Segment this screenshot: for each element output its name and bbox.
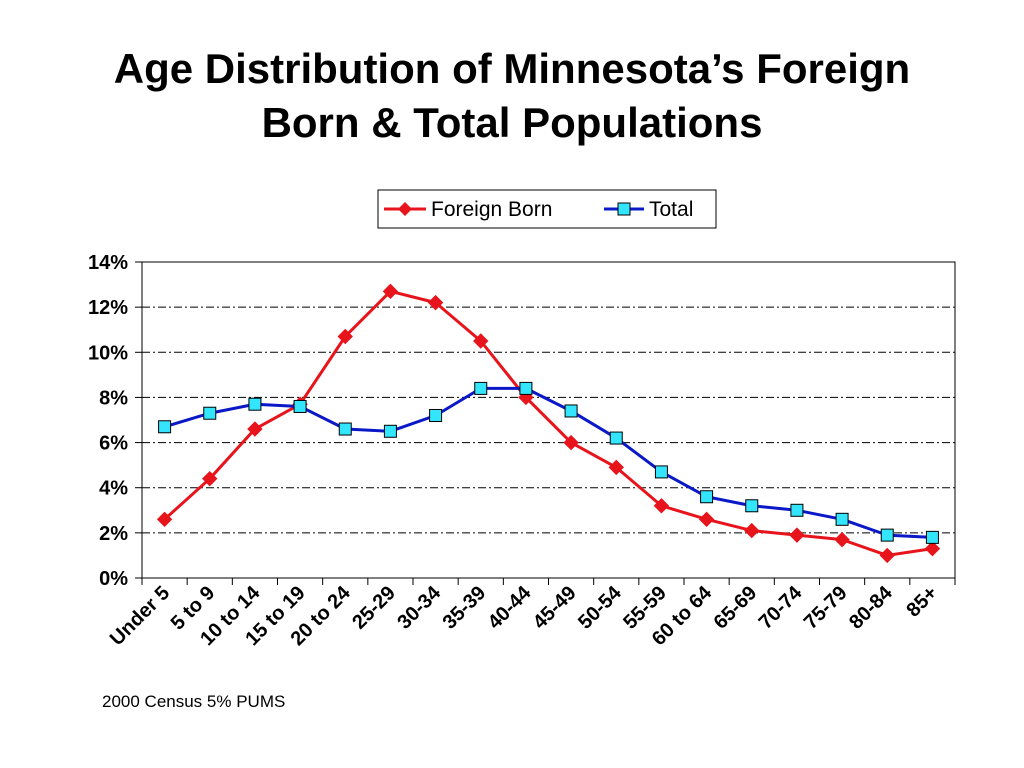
x-tick-label: 35-39: [439, 582, 491, 634]
x-tick-label: 85+: [902, 582, 942, 622]
legend-marker-total: [617, 202, 631, 216]
legend-label-total: Total: [649, 198, 693, 221]
data-point-total: [338, 422, 352, 436]
data-point-total: [880, 528, 894, 542]
x-tick-label: 50-54: [574, 581, 626, 633]
data-point-foreign-born: [744, 522, 760, 539]
y-tick-label: 6%: [99, 433, 128, 455]
x-tick-label: Under 5: [106, 582, 174, 650]
data-point-foreign-born: [473, 333, 489, 349]
data-point-foreign-born: [924, 540, 941, 557]
legend-box: [377, 189, 717, 229]
y-tick-label: 2%: [99, 523, 128, 545]
title-line-1: Age Distribution of Minnesota’s Foreign: [113, 45, 911, 92]
data-point-total: [700, 490, 714, 504]
data-point-foreign-born: [563, 434, 579, 451]
x-tick-label: 30-34: [393, 581, 445, 633]
data-point-foreign-born: [879, 547, 895, 564]
data-point-total: [564, 404, 578, 418]
data-point-foreign-born: [156, 511, 173, 528]
source-note: 2000 Census 5% PUMS: [102, 692, 286, 711]
data-point-total: [519, 381, 533, 395]
data-point-foreign-born: [698, 511, 715, 528]
data-point-foreign-born: [337, 328, 353, 345]
x-tick-label: 40-44: [484, 581, 536, 633]
x-tick-label: 45-49: [529, 582, 581, 634]
data-point-total: [203, 406, 217, 420]
data-point-foreign-born: [247, 421, 263, 437]
data-point-total: [158, 420, 172, 434]
data-point-total: [248, 397, 262, 411]
data-point-total: [474, 381, 488, 395]
x-tick-label: 25-29: [348, 582, 400, 634]
gridlines: [142, 261, 955, 534]
legend: Foreign Born Total: [377, 189, 717, 229]
x-tick-label: 80-84: [845, 581, 897, 633]
data-point-foreign-born: [427, 294, 444, 311]
data-point-foreign-born: [382, 283, 399, 300]
data-point-total: [745, 499, 759, 513]
y-tick-label: 0%: [99, 568, 128, 590]
data-point-total: [835, 512, 849, 526]
series-line-total: [164, 386, 933, 539]
y-tick-label: 14%: [88, 252, 128, 274]
x-tick-label: 70-74: [755, 581, 807, 633]
series-line-foreign-born: [163, 289, 933, 557]
data-point-total: [429, 408, 443, 422]
data-point-foreign-born: [653, 498, 670, 514]
y-tick-label: 4%: [99, 478, 128, 500]
y-tick-label: 12%: [88, 297, 128, 319]
legend-marker-foreign-born: [398, 202, 412, 216]
data-point-foreign-born: [834, 531, 850, 548]
series: [156, 283, 941, 564]
data-point-total: [925, 530, 939, 544]
x-tick-label: 75-79: [800, 582, 852, 634]
y-tick-label: 10%: [88, 342, 128, 364]
data-point-foreign-born: [202, 470, 218, 487]
data-point-total: [293, 399, 307, 413]
data-point-total: [383, 424, 397, 438]
legend-label-foreign-born: Foreign Born: [431, 198, 552, 221]
slide-title: Age Distribution of Minnesota’s Foreign …: [0, 42, 1024, 150]
y-tick-labels: 0% 2% 4% 6% 8% 10% 12% 14%: [88, 252, 128, 590]
x-tick-label: 65-69: [710, 582, 762, 634]
data-point-foreign-born: [789, 527, 805, 543]
data-point-total: [790, 503, 804, 517]
data-point-foreign-born: [608, 459, 624, 476]
data-point-total: [654, 465, 668, 479]
y-tick-label: 8%: [99, 387, 128, 409]
title-line-2: Born & Total Populations: [261, 99, 763, 146]
axes: [135, 261, 956, 585]
data-point-total: [609, 431, 623, 445]
